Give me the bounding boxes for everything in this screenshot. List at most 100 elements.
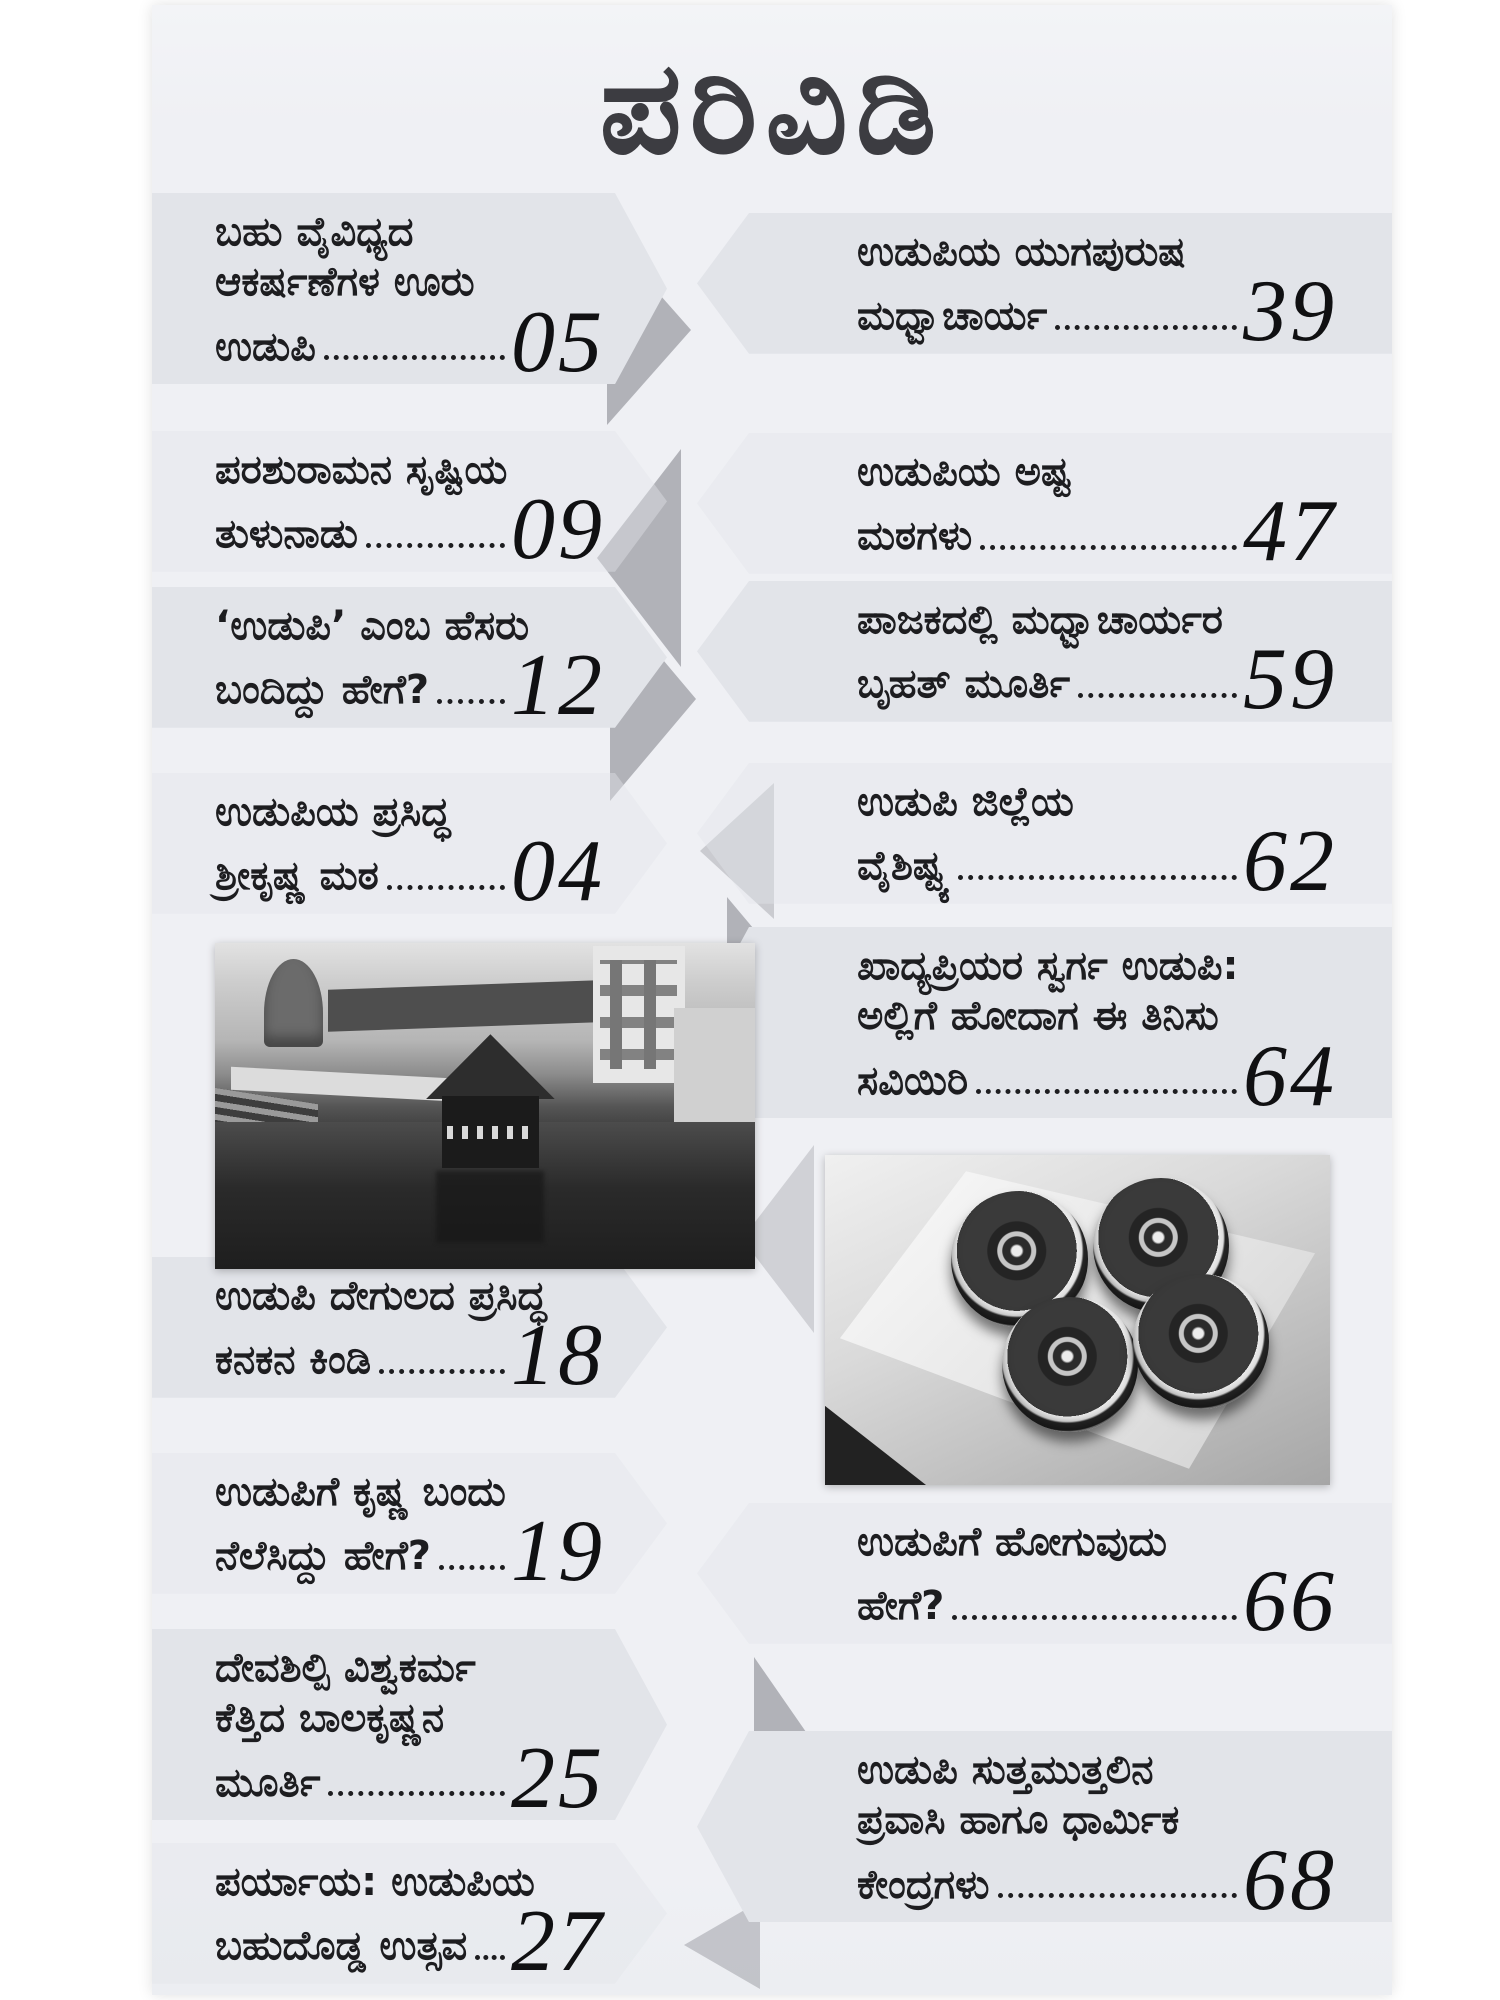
entry-title-line: ಪರಶುರಾಮನ ಸೃಷ್ಟಿಯ xyxy=(215,447,508,493)
toc-entry-left-3: ‘ಉಡುಪಿ’ ಎಂಬ ಹೆಸರು ಬಂದಿದ್ದು ಹೇಗೆ? 12 xyxy=(215,601,605,730)
entry-last-line: ಕೇಂದ್ರಗಳು 68 xyxy=(857,1836,1337,1924)
long-building xyxy=(674,1008,755,1139)
entry-title-line: ಮೂರ್ತಿ xyxy=(215,1759,321,1806)
page-number: 12 xyxy=(511,637,605,735)
page-title: ಪರಿವಿಡಿ xyxy=(599,34,945,183)
white-building xyxy=(593,946,685,1084)
entry-last-line: ಹೇಗೆ? 66 xyxy=(857,1558,1337,1646)
entry-last-line: ಬೃಹತ್ ಮೂರ್ತಿ 59 xyxy=(857,636,1337,724)
page-number: 18 xyxy=(511,1307,605,1405)
entry-title-line: ಕನಕನ ಕಿಂಡಿ xyxy=(215,1337,372,1384)
dotted-leader xyxy=(323,355,505,361)
entry-last-line: ವೈಶಿಷ್ಟ್ಯ 62 xyxy=(857,818,1337,906)
page-number: 05 xyxy=(511,293,605,391)
entry-title-line: ತುಳುನಾಡು xyxy=(215,511,358,558)
toc-entry-right-2: ಉಡುಪಿಯ ಅಷ್ಟ ಮಠಗಳು 47 xyxy=(857,447,1337,576)
dotted-leader xyxy=(952,1614,1237,1620)
temple-tank-photo xyxy=(215,943,755,1269)
entry-last-line: ಉಡುಪಿ 05 xyxy=(215,298,605,386)
entry-title-line: ಅಲ್ಲಿಗೆ ಹೋದಾಗ ಈ ತಿನಿಸು xyxy=(857,993,1219,1040)
entry-title-line: ಉಡುಪಿ xyxy=(215,323,316,370)
page-number: 59 xyxy=(1243,631,1337,729)
dotted-leader xyxy=(437,698,505,704)
toc-entry-left-7: ದೇವಶಿಲ್ಪಿ ವಿಶ್ವಕರ್ಮ ಕೆತ್ತಿದ ಬಾಲಕೃಷ್ಣನ ಮೂರ್… xyxy=(215,1643,605,1823)
entry-title-line: ದೇವಶಿಲ್ಪಿ ವಿಶ್ವಕರ್ಮ xyxy=(215,1645,476,1691)
entry-title-line: ಪ್ರವಾಸಿ ಹಾಗೂ ಧಾರ್ಮಿಕ xyxy=(857,1797,1180,1844)
entry-title-line: ಬಹುದೊಡ್ಡ ಉತ್ಸವ xyxy=(215,1923,468,1970)
central-pavilion-roof xyxy=(425,1034,556,1100)
entry-title-line: ಹೇಗೆ? xyxy=(857,1583,945,1630)
entry-title-line: ಮಠಗಳು xyxy=(857,513,973,560)
entry-title-line: ಖಾದ್ಯಪ್ರಿಯರ ಸ್ವರ್ಗ ಉಡುಪಿ: xyxy=(857,943,1239,989)
dotted-leader xyxy=(475,1954,505,1960)
pavilion-lights xyxy=(447,1125,534,1139)
toc-entry-left-6: ಉಡುಪಿಗೆ ಕೃಷ್ಣ ಬಂದು ನೆಲೆಸಿದ್ದು ಹೇಗೆ? 19 xyxy=(215,1467,605,1596)
entry-title-line: ಶ್ರೀಕೃಷ್ಣ ಮಠ xyxy=(215,853,379,900)
page-number: 68 xyxy=(1243,1831,1337,1929)
entry-title-line: ಕೇಂದ್ರಗಳು xyxy=(857,1861,990,1908)
entry-title-line: ಬಂದಿದ್ದು ಹೇಗೆ? xyxy=(215,667,430,714)
dotted-leader xyxy=(976,1089,1237,1095)
page-number: 25 xyxy=(511,1729,605,1827)
toc-entry-right-7: ಉಡುಪಿ ಸುತ್ತಮುತ್ತಲಿನ ಪ್ರವಾಸಿ ಹಾಗೂ ಧಾರ್ಮಿಕ ಕ… xyxy=(857,1745,1337,1925)
entry-last-line: ಬಹುದೊಡ್ಡ ಉತ್ಸವ 27 xyxy=(215,1898,605,1986)
dotted-leader xyxy=(379,1368,505,1374)
page-number: 09 xyxy=(511,481,605,579)
dotted-leader xyxy=(997,1893,1237,1899)
toc-entry-right-1: ಉಡುಪಿಯ ಯುಗಪುರುಷ ಮಧ್ವಾಚಾರ್ಯ 39 xyxy=(857,227,1337,356)
entry-title-line: ‘ಉಡುಪಿ’ ಎಂಬ ಹೆಸರು xyxy=(215,603,530,649)
page-number: 19 xyxy=(511,1503,605,1601)
scanned-contents-page: ಪರಿವಿಡಿ ಬಹು ವೈವಿಧ್ಯದ ಆಕರ್ಷಣೆಗಳ ಊರು ಉಡುಪಿ 05… xyxy=(152,5,1392,1995)
spiral-roll xyxy=(1133,1273,1270,1410)
toc-entry-left-4: ಉಡುಪಿಯ ಪ್ರಸಿದ್ಧ ಶ್ರೀಕೃಷ್ಣ ಮಠ 04 xyxy=(215,787,605,916)
entry-title-line: ಉಡುಪಿಯ ಯುಗಪುರುಷ xyxy=(857,229,1186,275)
toc-entry-left-8: ಪರ್ಯಾಯ: ಉಡುಪಿಯ ಬಹುದೊಡ್ಡ ಉತ್ಸವ 27 xyxy=(215,1857,605,1986)
entry-title-line: ಉಡುಪಿಗೆ ಹೋಗುವುದು xyxy=(857,1519,1167,1565)
entry-title-line: ಬೃಹತ್ ಮೂರ್ತಿ xyxy=(857,661,1071,708)
entry-last-line: ಬಂದಿದ್ದು ಹೇಗೆ? 12 xyxy=(215,642,605,730)
temple-dome-tower xyxy=(263,959,323,1048)
entry-title-line: ಪಾಜಕದಲ್ಲಿ ಮಧ್ವಾಚಾರ್ಯರ xyxy=(857,597,1223,643)
dotted-leader xyxy=(1055,324,1237,330)
entry-title-line: ಕೆತ್ತಿದ ಬಾಲಕೃಷ್ಣನ xyxy=(215,1695,445,1742)
entry-title-line: ಸವಿಯಿರಿ xyxy=(857,1057,969,1104)
page-number: 47 xyxy=(1243,483,1337,581)
toc-entry-left-2: ಪರಶುರಾಮನ ಸೃಷ್ಟಿಯ ತುಳುನಾಡು 09 xyxy=(215,445,605,574)
page-number: 64 xyxy=(1243,1027,1337,1125)
entry-title-line: ಉಡುಪಿಯ ಅಷ್ಟ xyxy=(857,449,1072,495)
dotted-leader xyxy=(958,874,1237,880)
entry-title-line: ಆಕರ್ಷಣೆಗಳ ಊರು xyxy=(215,259,475,306)
spiral-roll xyxy=(1001,1296,1139,1433)
page-number: 27 xyxy=(511,1893,605,1991)
dotted-leader xyxy=(439,1564,505,1570)
entry-last-line: ನೆಲೆಸಿದ್ದು ಹೇಗೆ? 19 xyxy=(215,1508,605,1596)
temple-roof xyxy=(328,980,599,1033)
entry-title-line: ನೆಲೆಸಿದ್ದು ಹೇಗೆ? xyxy=(215,1533,432,1580)
entry-title-line: ಮಧ್ವಾಚಾರ್ಯ xyxy=(857,293,1048,340)
building-windows xyxy=(600,959,678,1070)
pavilion-reflection xyxy=(436,1171,545,1243)
page-number: 04 xyxy=(511,823,605,921)
toc-entry-right-5: ಖಾದ್ಯಪ್ರಿಯರ ಸ್ವರ್ಗ ಉಡುಪಿ: ಅಲ್ಲಿಗೆ ಹೋದಾಗ ಈ… xyxy=(857,941,1337,1121)
dotted-leader xyxy=(365,542,505,548)
photo-corner-shadow xyxy=(825,1405,926,1485)
entry-title-line: ವೈಶಿಷ್ಟ್ಯ xyxy=(857,843,951,890)
entry-title-line: ಉಡುಪಿಯ ಪ್ರಸಿದ್ಧ xyxy=(215,789,451,835)
toc-entry-left-5: ಉಡುಪಿ ದೇಗುಲದ ಪ್ರಸಿದ್ಧ ಕನಕನ ಕಿಂಡಿ 18 xyxy=(215,1271,605,1400)
dotted-leader xyxy=(980,544,1237,550)
toc-entry-right-6: ಉಡುಪಿಗೆ ಹೋಗುವುದು ಹೇಗೆ? 66 xyxy=(857,1517,1337,1646)
entry-last-line: ಮೂರ್ತಿ 25 xyxy=(215,1734,605,1822)
entry-last-line: ತುಳುನಾಡು 09 xyxy=(215,486,605,574)
dotted-leader xyxy=(328,1791,505,1797)
dotted-leader xyxy=(1078,692,1237,698)
dotted-leader xyxy=(386,884,505,890)
entry-last-line: ಮಠಗಳು 47 xyxy=(857,488,1337,576)
page-number: 39 xyxy=(1243,263,1337,361)
entry-last-line: ಸವಿಯಿರಿ 64 xyxy=(857,1032,1337,1120)
page-number: 66 xyxy=(1243,1553,1337,1651)
spiral-snack-photo xyxy=(825,1155,1330,1485)
entry-title-line: ಬಹು ವೈವಿಧ್ಯದ xyxy=(215,209,414,255)
page-number: 62 xyxy=(1243,813,1337,911)
entry-last-line: ಮಧ್ವಾಚಾರ್ಯ 39 xyxy=(857,268,1337,356)
toc-entry-right-3: ಪಾಜಕದಲ್ಲಿ ಮಧ್ವಾಚಾರ್ಯರ ಬೃಹತ್ ಮೂರ್ತಿ 59 xyxy=(857,595,1337,724)
